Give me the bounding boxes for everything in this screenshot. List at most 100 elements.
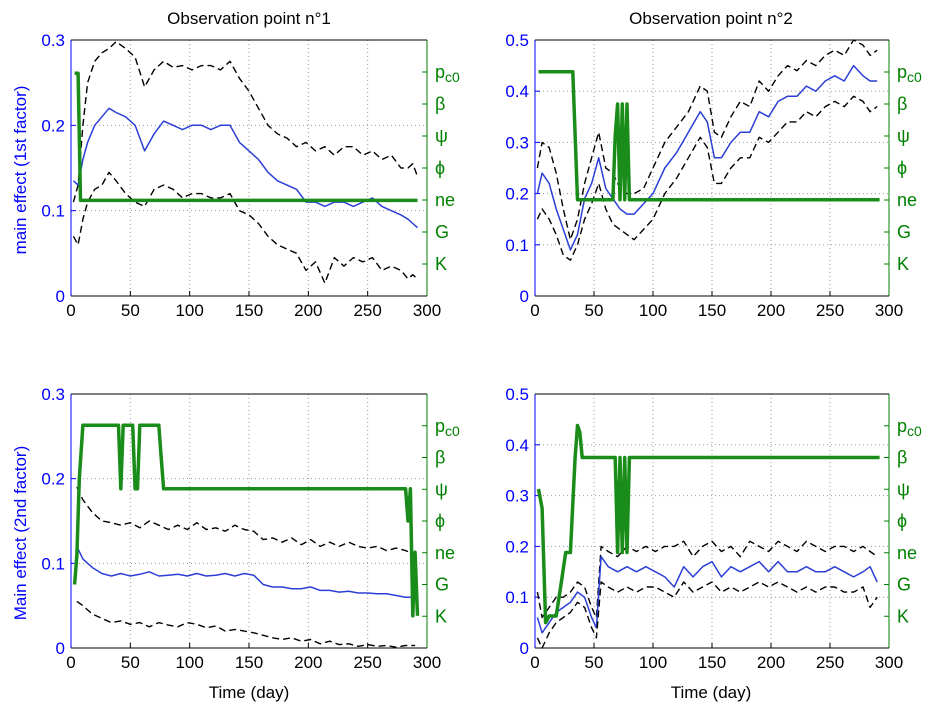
subplot-4-series-lower-line xyxy=(536,581,878,649)
subplot-3-series-mean-line xyxy=(76,546,416,598)
subplot-2-title: Observation point n°2 xyxy=(629,9,793,28)
subplot-4-xtick-label: 0 xyxy=(530,653,539,672)
subplot-4-right-label: G xyxy=(897,575,911,595)
subplot-2-right-label: ψ xyxy=(897,126,910,146)
subplot-4-ytick-label: 0.5 xyxy=(505,385,529,404)
subplot-2-xtick-label: 200 xyxy=(757,301,785,320)
subplot-3-ytick-label: 0.3 xyxy=(41,385,65,404)
subplot-1-right-label: pc0 xyxy=(435,62,460,85)
subplot-1-xtick-label: 150 xyxy=(235,301,263,320)
subplot-4-ytick-label: 0.3 xyxy=(505,487,529,506)
subplot-3-right-label: ψ xyxy=(435,479,448,499)
subplot-3-plot-area xyxy=(71,394,427,648)
subplot-2-xtick-label: 100 xyxy=(639,301,667,320)
subplot-2-series-lower-line xyxy=(536,95,878,261)
subplot-1-ylabel: main effect (1st factor) xyxy=(11,86,30,255)
subplot-4-right-label: ψ xyxy=(897,479,910,499)
subplot-1-ytick-label: 0.2 xyxy=(41,116,65,135)
subplot-3-right-label: G xyxy=(435,575,449,595)
subplot-4-series-factor-line xyxy=(536,423,880,625)
subplot-1-right-label: ψ xyxy=(435,126,448,146)
subplot-2-xtick-label: 0 xyxy=(530,301,539,320)
subplot-3-right-label: pc0 xyxy=(435,416,460,439)
subplot-4-right-label: β xyxy=(897,448,907,468)
subplot-3-xtick-label: 0 xyxy=(66,653,75,672)
subplot-1-plot: 0 50 100 150 200 250 300 0 0.1 0.2 0.3 pc0 βψϕ ne GK xyxy=(41,31,460,320)
subplot-2-ytick-label: 0.4 xyxy=(505,82,529,101)
subplot-2-right-label: β xyxy=(897,94,907,114)
subplot-4-right-label: pc0 xyxy=(897,416,922,439)
subplot-3-xtick-label: 300 xyxy=(413,653,441,672)
subplot-2-xtick-label: 300 xyxy=(875,301,903,320)
subplot-3-series-lower-line xyxy=(76,600,416,648)
subplot-2-ytick-label: 0.2 xyxy=(505,185,529,204)
subplot-2-plot: 0 50 100 150 200 250 300 0 0.1 0.2 0.3 0.4 0.5 pc0 βψϕ… xyxy=(505,31,922,320)
subplot-1-ytick-label: 0.1 xyxy=(41,202,65,221)
subplot-1-series-factor-line xyxy=(74,71,418,203)
subplot-1-right-label: K xyxy=(435,254,447,274)
subplot-3-xtick-label: 250 xyxy=(353,653,381,672)
subplot-2-right-label: ϕ xyxy=(897,158,907,178)
subplot-3-xtick-label: 50 xyxy=(121,653,140,672)
subplot-1-right-label: ne xyxy=(435,190,455,210)
subplot-4-ytick-label: 0 xyxy=(520,639,529,658)
subplot-2-xtick-label: 150 xyxy=(698,301,726,320)
subplot-4-plot-area xyxy=(535,394,889,648)
subplot-1-xtick-label: 50 xyxy=(121,301,140,320)
subplot-2: Observation point n°2 0 50 100 150 200 250 300… xyxy=(505,9,922,320)
subplot-2-right-label: G xyxy=(897,222,911,242)
subplot-4-right-label: ne xyxy=(897,543,917,563)
subplot-3-plot: 0 50 100 150 200 250 300 0 0.1 0.2 0.3 pc0 βψϕ ne GK xyxy=(41,385,460,672)
subplot-3-xtick-label: 200 xyxy=(294,653,322,672)
subplot-2-ytick-label: 0.1 xyxy=(505,236,529,255)
subplot-3-right-label: β xyxy=(435,448,445,468)
subplot-3-xtick-label: 100 xyxy=(175,653,203,672)
subplot-4-ytick-label: 0.4 xyxy=(505,436,529,455)
subplot-3-ytick-label: 0.1 xyxy=(41,554,65,573)
subplot-4-series-mean-line xyxy=(536,555,878,634)
subplot-3-right-label: ne xyxy=(435,543,455,563)
subplot-1-ytick-label: 0 xyxy=(56,287,65,306)
subplot-3-xlabel: Time (day) xyxy=(209,683,290,702)
subplot-1-series-upper-line xyxy=(72,41,419,203)
subplot-1-right-label: β xyxy=(435,94,445,114)
subplot-1-xtick-label: 250 xyxy=(353,301,381,320)
subplot-4-xtick-label: 250 xyxy=(816,653,844,672)
subplot-2-series-factor-line xyxy=(538,69,880,202)
subplot-3-ytick-label: 0.2 xyxy=(41,470,65,489)
subplot-4-xtick-label: 50 xyxy=(585,653,604,672)
subplot-1-xtick-label: 0 xyxy=(66,301,75,320)
subplot-3-right-label: ϕ xyxy=(435,511,445,531)
subplot-3-ylabel: Main effect (2nd factor) xyxy=(11,446,30,621)
subplot-1-xtick-label: 200 xyxy=(294,301,322,320)
subplot-4-xtick-label: 150 xyxy=(698,653,726,672)
subplot-3-ytick-label: 0 xyxy=(56,639,65,658)
subplot-3-series-upper-line xyxy=(76,486,416,556)
subplot-1-xtick-label: 300 xyxy=(413,301,441,320)
subplot-4-plot: 0 50 100 150 200 250 300 0 0.1 0.2 0.3 0.4 0.5 pc0 βψϕ… xyxy=(505,385,922,672)
subplot-4-ytick-label: 0.2 xyxy=(505,537,529,556)
subplot-4-xtick-label: 300 xyxy=(875,653,903,672)
subplot-2-right-label: K xyxy=(897,254,909,274)
subplot-1-series-lower-line xyxy=(72,171,418,284)
subplot-4: Time (day) 0 50 100 150 200 250 30000.10.20.30… xyxy=(505,385,922,702)
subplot-1: Observation point n°1 main effect (1st f… xyxy=(11,9,460,320)
subplot-2-series-mean-line xyxy=(536,64,878,251)
subplot-2-xtick-label: 250 xyxy=(816,301,844,320)
subplot-3: Main effect (2nd factor) Time (day) 0 50 1… xyxy=(11,385,460,702)
subplot-4-ytick-label: 0.1 xyxy=(505,588,529,607)
subplot-2-ytick-label: 0.5 xyxy=(505,31,529,50)
subplot-1-title: Observation point n°1 xyxy=(167,9,331,28)
subplot-4-right-label: ϕ xyxy=(897,511,907,531)
subplot-4-xtick-label: 100 xyxy=(639,653,667,672)
subplot-1-xtick-label: 100 xyxy=(175,301,203,320)
subplot-4-xtick-label: 200 xyxy=(757,653,785,672)
subplot-2-xtick-label: 50 xyxy=(585,301,604,320)
subplot-3-right-label: K xyxy=(435,606,447,626)
subplot-1-ytick-label: 0.3 xyxy=(41,31,65,50)
subplot-2-right-label: ne xyxy=(897,190,917,210)
subplot-2-right-label: pc0 xyxy=(897,62,922,85)
subplot-1-right-label: ϕ xyxy=(435,158,445,178)
subplot-2-ytick-label: 0 xyxy=(520,287,529,306)
